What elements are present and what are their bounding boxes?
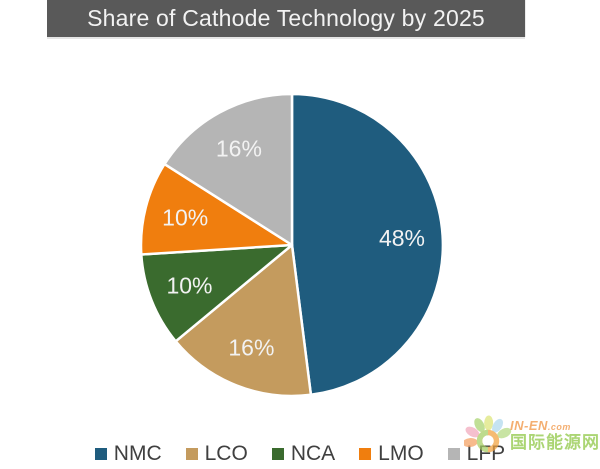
pie-data-label-lco: 16% [228, 335, 274, 361]
pie-data-label-nca: 10% [166, 273, 212, 299]
chart-title: Share of Cathode Technology by 2025 [87, 5, 485, 31]
pie-data-label-lmo: 10% [162, 205, 208, 231]
pie-slice-lmo [139, 162, 294, 256]
legend-swatch-nmc [94, 448, 107, 460]
legend-item-nmc: NMC [94, 442, 162, 466]
legend-label-lco: LCO [204, 442, 248, 465]
legend-label-nmc: NMC [113, 442, 162, 465]
chart-legend: NMC LCO NCA LMO LFP [0, 442, 600, 466]
legend-item-lfp: LFP [447, 442, 506, 466]
legend-swatch-lfp [447, 448, 460, 460]
legend-label-lmo: LMO [378, 442, 424, 465]
pie-slice-lfp [163, 92, 294, 247]
legend-label-lfp: LFP [466, 442, 506, 465]
legend-swatch-nca [271, 448, 284, 460]
pie-slice-nmc [290, 92, 445, 397]
legend-label-nca: NCA [290, 442, 336, 465]
chart-title-bar: Share of Cathode Technology by 2025 [47, 0, 525, 37]
legend-swatch-lmo [359, 448, 372, 460]
pie-data-label-lfp: 16% [216, 135, 262, 161]
pie-slice-lco [174, 243, 313, 398]
pie-data-label-nmc: 48% [379, 225, 425, 251]
legend-item-lmo: LMO [359, 442, 424, 466]
legend-item-lco: LCO [185, 442, 248, 466]
pie-slice-nca [140, 243, 294, 343]
legend-swatch-lco [185, 448, 198, 460]
legend-item-nca: NCA [271, 442, 336, 466]
